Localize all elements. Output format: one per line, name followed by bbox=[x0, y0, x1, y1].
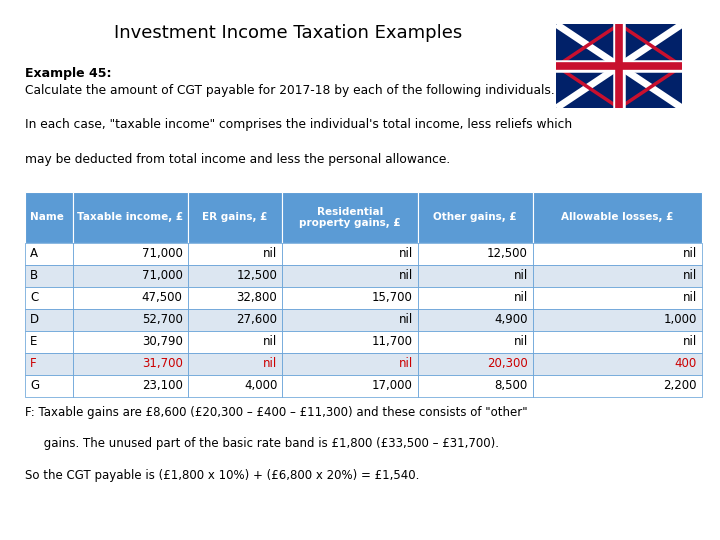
Text: nil: nil bbox=[683, 292, 697, 305]
Text: 31,700: 31,700 bbox=[142, 357, 183, 370]
Text: 4,900: 4,900 bbox=[494, 313, 528, 327]
Text: 12,500: 12,500 bbox=[487, 247, 528, 260]
Text: 12,500: 12,500 bbox=[236, 269, 277, 282]
Text: B: B bbox=[30, 269, 38, 282]
Text: 20,300: 20,300 bbox=[487, 357, 528, 370]
Text: Other gains, £: Other gains, £ bbox=[433, 212, 517, 222]
Text: 71,000: 71,000 bbox=[142, 247, 183, 260]
Text: 17,000: 17,000 bbox=[372, 380, 413, 393]
Text: 400: 400 bbox=[675, 357, 697, 370]
Text: gains. The unused part of the basic rate band is £1,800 (£33,500 – £31,700).: gains. The unused part of the basic rate… bbox=[25, 437, 499, 450]
Text: A: A bbox=[30, 247, 38, 260]
Text: nil: nil bbox=[683, 247, 697, 260]
Text: 71,000: 71,000 bbox=[142, 269, 183, 282]
Text: 47,500: 47,500 bbox=[142, 292, 183, 305]
Text: nil: nil bbox=[683, 269, 697, 282]
Text: 15,700: 15,700 bbox=[372, 292, 413, 305]
Text: nil: nil bbox=[398, 269, 413, 282]
Text: nil: nil bbox=[263, 357, 277, 370]
Text: D: D bbox=[30, 313, 40, 327]
Text: 11,700: 11,700 bbox=[372, 335, 413, 348]
Text: 52,700: 52,700 bbox=[142, 313, 183, 327]
Text: G: G bbox=[30, 380, 40, 393]
Text: 1,000: 1,000 bbox=[664, 313, 697, 327]
Text: E: E bbox=[30, 335, 37, 348]
Text: Calculate the amount of CGT payable for 2017-18 by each of the following individ: Calculate the amount of CGT payable for … bbox=[25, 84, 555, 97]
Text: nil: nil bbox=[398, 313, 413, 327]
Text: Name: Name bbox=[30, 212, 64, 222]
Text: nil: nil bbox=[263, 247, 277, 260]
Text: 2,200: 2,200 bbox=[663, 380, 697, 393]
Text: 32,800: 32,800 bbox=[237, 292, 277, 305]
Text: 4,000: 4,000 bbox=[244, 380, 277, 393]
Text: F: Taxable gains are £8,600 (£20,300 – £400 – £11,300) and these consists of "ot: F: Taxable gains are £8,600 (£20,300 – £… bbox=[25, 406, 528, 419]
Text: nil: nil bbox=[683, 335, 697, 348]
Text: 23,100: 23,100 bbox=[142, 380, 183, 393]
Text: In each case, "taxable income" comprises the individual's total income, less rel: In each case, "taxable income" comprises… bbox=[25, 118, 572, 131]
Text: Example 45:: Example 45: bbox=[25, 68, 112, 80]
Text: F: F bbox=[30, 357, 37, 370]
Text: nil: nil bbox=[263, 335, 277, 348]
Text: Taxable income, £: Taxable income, £ bbox=[77, 212, 183, 222]
Text: nil: nil bbox=[513, 335, 528, 348]
Text: Allowable losses, £: Allowable losses, £ bbox=[561, 212, 674, 222]
Text: C: C bbox=[30, 292, 38, 305]
Text: may be deducted from total income and less the personal allowance.: may be deducted from total income and le… bbox=[25, 153, 451, 166]
Text: 30,790: 30,790 bbox=[142, 335, 183, 348]
Text: Residential
property gains, £: Residential property gains, £ bbox=[300, 206, 401, 228]
Text: ER gains, £: ER gains, £ bbox=[202, 212, 268, 222]
Text: 8,500: 8,500 bbox=[495, 380, 528, 393]
Text: nil: nil bbox=[513, 292, 528, 305]
Text: nil: nil bbox=[398, 247, 413, 260]
Text: Investment Income Taxation Examples: Investment Income Taxation Examples bbox=[114, 24, 462, 42]
Text: nil: nil bbox=[398, 357, 413, 370]
Text: 27,600: 27,600 bbox=[236, 313, 277, 327]
Text: So the CGT payable is (£1,800 x 10%) + (£6,800 x 20%) = £1,540.: So the CGT payable is (£1,800 x 10%) + (… bbox=[25, 469, 420, 482]
Text: nil: nil bbox=[513, 269, 528, 282]
